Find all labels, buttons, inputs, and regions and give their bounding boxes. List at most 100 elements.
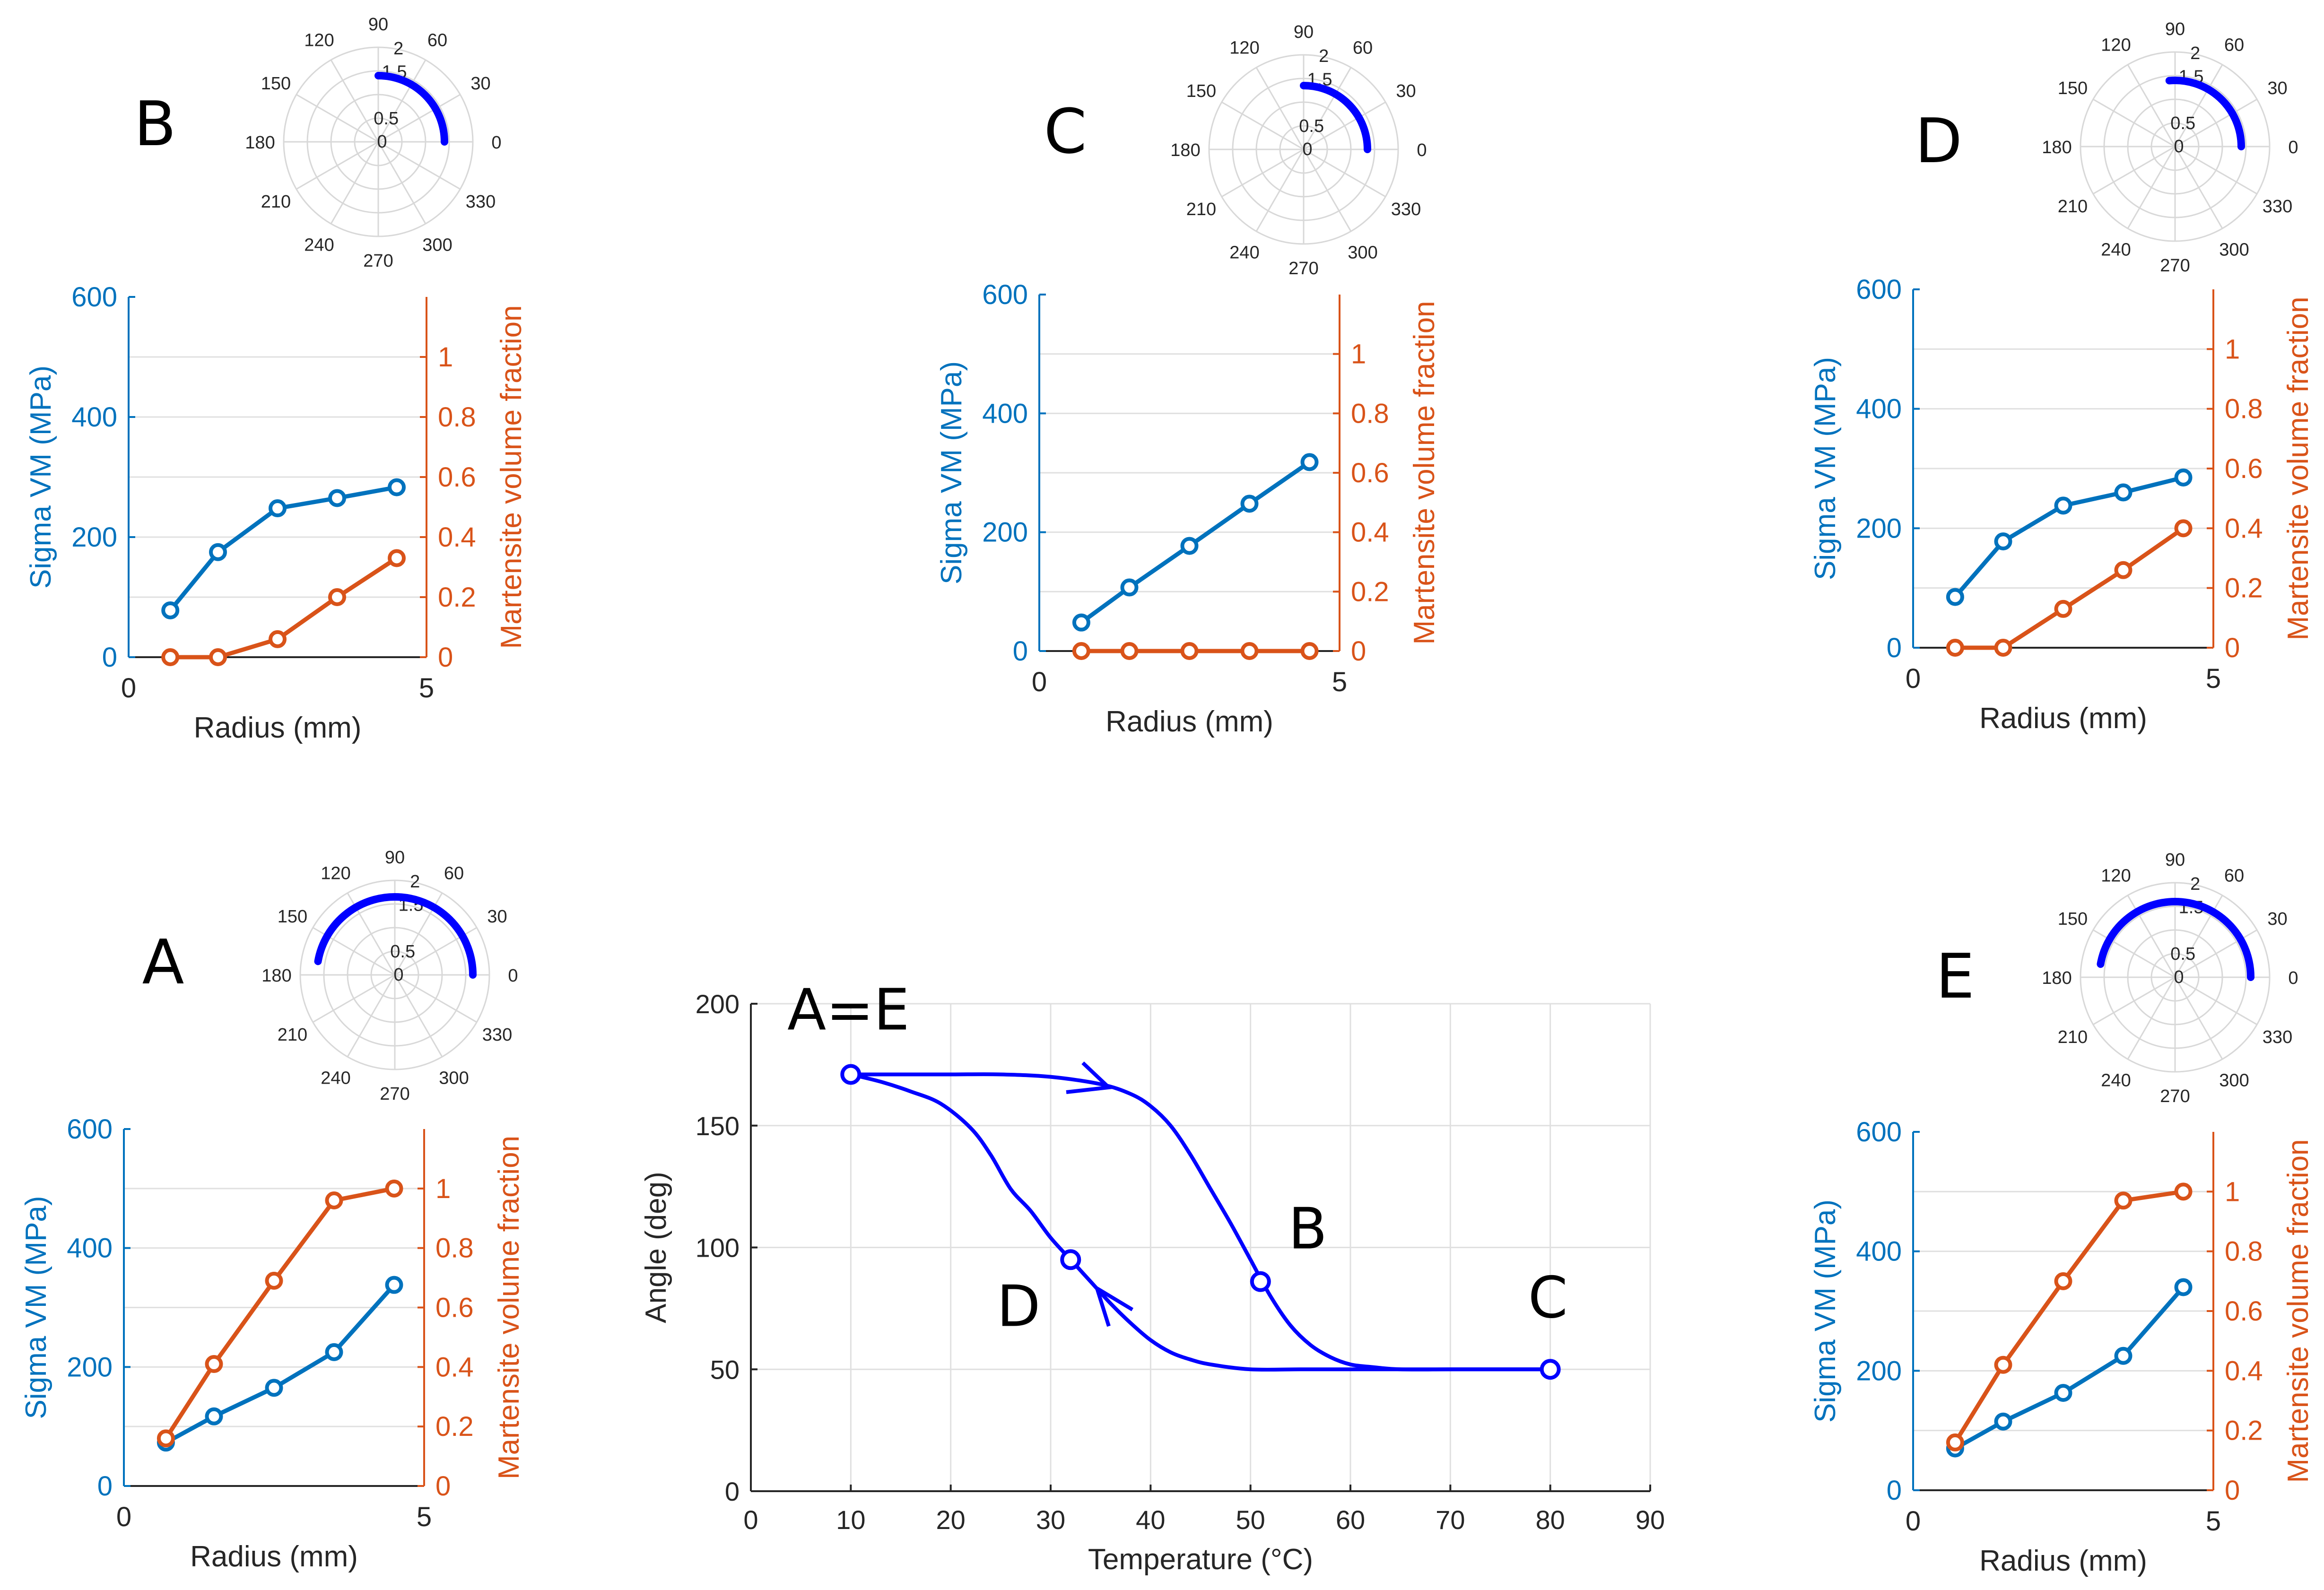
data-point bbox=[325, 1191, 343, 1209]
polar-grid-spoke bbox=[1303, 101, 1386, 150]
panel-letter: B bbox=[134, 88, 176, 160]
data-point bbox=[1240, 642, 1259, 660]
polar-angle-arc bbox=[374, 72, 448, 146]
polar-grid-spoke bbox=[2175, 98, 2257, 148]
series-line bbox=[164, 1186, 395, 1440]
data-point bbox=[161, 601, 180, 619]
polar-angle-label: 180 bbox=[261, 966, 291, 986]
x-tick-label: 40 bbox=[1136, 1505, 1165, 1535]
martensite-series bbox=[1946, 1182, 2193, 1451]
polar-grid-spoke bbox=[394, 974, 443, 1057]
y-left-axis-label: Sigma VM (MPa) bbox=[25, 365, 57, 589]
polar-angle-label: 240 bbox=[2101, 240, 2131, 260]
y-left-axis-label: Sigma VM (MPa) bbox=[1809, 1199, 1842, 1423]
y-left-tick-label: 200 bbox=[67, 1352, 113, 1382]
polar-radius-label: 0 bbox=[2174, 967, 2184, 987]
data-point bbox=[328, 588, 346, 606]
polar-grid-spoke bbox=[313, 974, 395, 1023]
polar-grid-spoke bbox=[1303, 67, 1352, 150]
polar-radius-label: 0 bbox=[2174, 137, 2184, 156]
polar-angle-label: 30 bbox=[1396, 81, 1416, 101]
x-tick-label: 70 bbox=[1436, 1505, 1465, 1535]
polar-angle-label: 60 bbox=[1353, 38, 1373, 58]
polar-grid-spoke bbox=[2093, 98, 2176, 148]
y-right-tick-label: 0 bbox=[435, 1471, 451, 1502]
state-label: C bbox=[1528, 1265, 1568, 1331]
cooling-arrow-icon bbox=[1094, 1284, 1134, 1327]
state-label: A=E bbox=[787, 977, 909, 1043]
polar-angle-label: 300 bbox=[2219, 1071, 2249, 1091]
data-point bbox=[1946, 639, 1964, 657]
data-point bbox=[385, 1276, 403, 1294]
y-right-tick-label: 0 bbox=[2225, 633, 2240, 663]
data-point bbox=[325, 1343, 343, 1361]
y-left-tick-label: 200 bbox=[982, 517, 1028, 548]
polar-grid-spoke bbox=[2093, 976, 2176, 1025]
data-point bbox=[1120, 578, 1139, 597]
x-tick-label: 0 bbox=[1906, 663, 1921, 694]
y-right-tick-label: 0.4 bbox=[435, 1352, 474, 1382]
polar-angle-label: 150 bbox=[2058, 909, 2088, 929]
data-point bbox=[161, 648, 180, 666]
y-left-axis-label: Sigma VM (MPa) bbox=[20, 1196, 52, 1419]
x-tick-label: 80 bbox=[1536, 1505, 1565, 1535]
y-left-tick-label: 600 bbox=[982, 279, 1028, 310]
y-right-tick-label: 1 bbox=[1351, 339, 1366, 370]
polar-radius-label: 0.5 bbox=[374, 109, 399, 129]
x-tick-label: 5 bbox=[2206, 663, 2221, 694]
y-left-tick-label: 600 bbox=[71, 282, 117, 313]
x-tick-label: 0 bbox=[1032, 667, 1047, 697]
data-point bbox=[388, 478, 406, 496]
panel-letter: A bbox=[142, 926, 184, 998]
polar-angle-label: 210 bbox=[2058, 1027, 2088, 1047]
state-marker bbox=[1250, 1271, 1271, 1292]
martensite-series bbox=[157, 1179, 403, 1448]
polar-angle-label: 0 bbox=[2288, 138, 2298, 157]
martensite-series bbox=[1072, 642, 1319, 660]
polar-angle-label: 270 bbox=[2160, 256, 2190, 276]
panel-letter: D bbox=[1915, 105, 1962, 177]
x-tick-label: 90 bbox=[1636, 1505, 1665, 1535]
x-tick-label: 0 bbox=[743, 1505, 758, 1535]
polar-radius-label: 0.5 bbox=[2170, 944, 2195, 964]
y-tick-label: 100 bbox=[696, 1233, 740, 1263]
y-left-axis-label: Sigma VM (MPa) bbox=[935, 361, 968, 584]
polar-angle-label: 0 bbox=[1417, 140, 1427, 160]
polar-grid-spoke bbox=[2127, 64, 2176, 147]
y-left-tick-label: 0 bbox=[1887, 1475, 1902, 1506]
state-marker bbox=[1540, 1359, 1561, 1380]
polar-angle-label: 90 bbox=[368, 15, 388, 35]
x-tick-label: 0 bbox=[1906, 1506, 1921, 1537]
x-tick-label: 5 bbox=[1332, 667, 1347, 697]
y-right-tick-label: 0 bbox=[438, 642, 453, 673]
data-point bbox=[2114, 1347, 2133, 1365]
data-point bbox=[265, 1379, 283, 1397]
y-left-tick-label: 600 bbox=[1856, 274, 1902, 305]
data-point bbox=[2174, 519, 2193, 538]
polar-grid-spoke bbox=[2093, 146, 2176, 195]
polar-grid-spoke bbox=[377, 60, 427, 142]
polar-angle-label: 330 bbox=[482, 1025, 512, 1045]
polar-grid-spoke bbox=[2174, 64, 2223, 147]
x-tick-label: 30 bbox=[1036, 1505, 1065, 1535]
data-point bbox=[2054, 496, 2072, 515]
data-point bbox=[1180, 537, 1199, 555]
y-right-axis-label: Martensite volume fraction bbox=[2282, 296, 2315, 640]
y-left-tick-label: 0 bbox=[102, 642, 117, 673]
polar-grid-spoke bbox=[347, 974, 396, 1057]
polar-radius-label: 0 bbox=[393, 965, 403, 985]
polar-angle-label: 30 bbox=[2267, 909, 2287, 929]
data-point bbox=[209, 648, 227, 666]
data-point bbox=[1240, 495, 1259, 513]
polar-angle-label: 150 bbox=[1186, 81, 1216, 101]
polar-angle-arc bbox=[1300, 82, 1371, 153]
y-left-tick-label: 600 bbox=[67, 1114, 113, 1145]
polar-angle-label: 270 bbox=[2160, 1086, 2190, 1106]
